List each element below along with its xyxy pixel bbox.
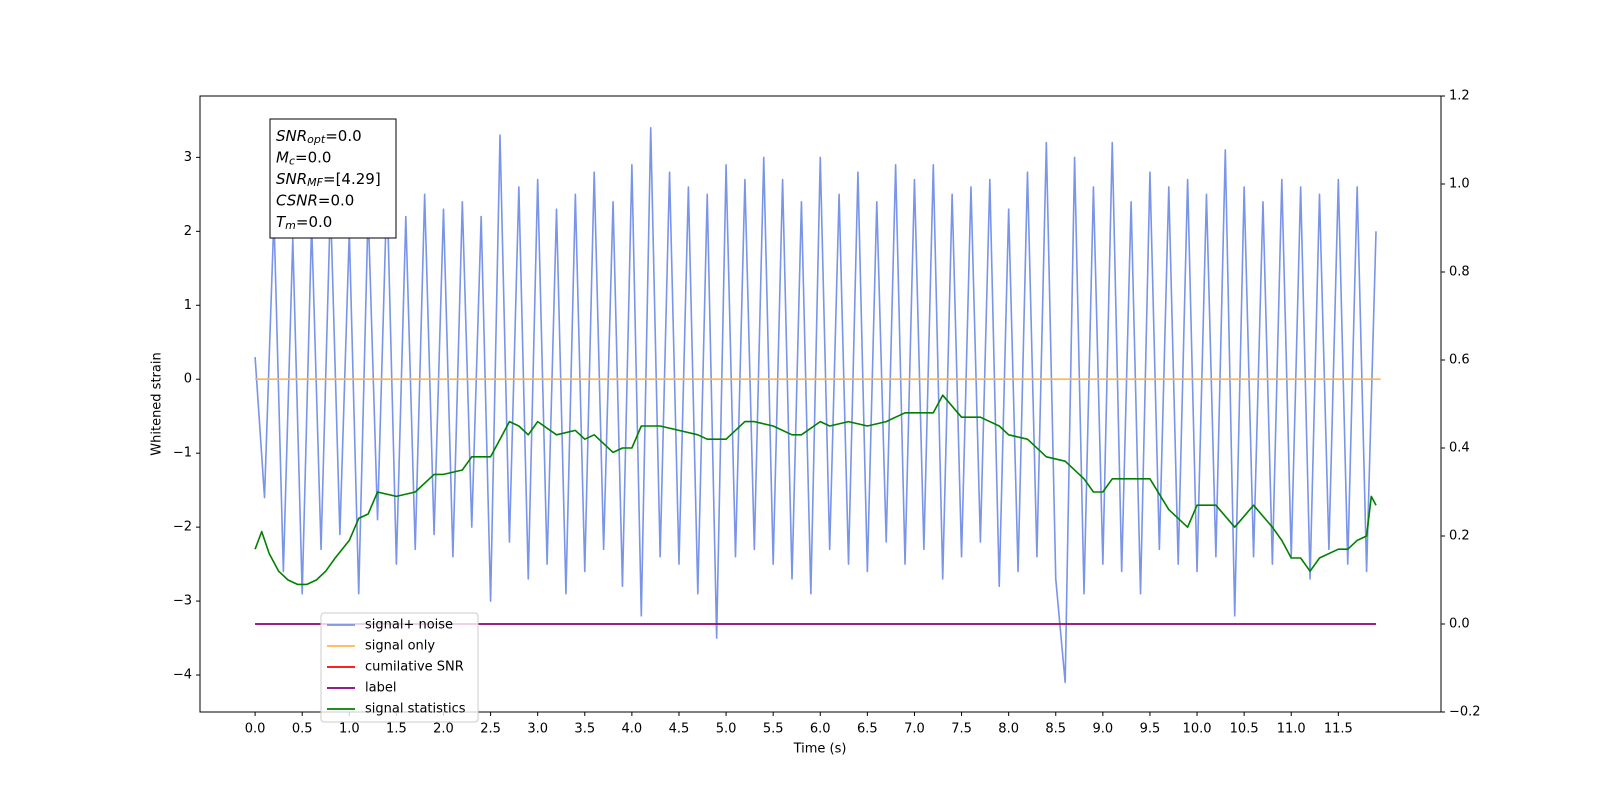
annotation-sub: m bbox=[285, 219, 296, 232]
x-tick-label: 11.0 bbox=[1277, 722, 1306, 737]
x-tick-label: 3.5 bbox=[574, 722, 595, 737]
annotation-main: M bbox=[276, 148, 289, 166]
x-axis-label: Time (s) bbox=[793, 742, 847, 757]
legend-label: label bbox=[365, 681, 396, 696]
x-tick-label: 10.5 bbox=[1230, 722, 1259, 737]
annotation-sub: MF bbox=[307, 176, 323, 189]
x-tick-label: 1.0 bbox=[339, 722, 360, 737]
y-tick-label: 2 bbox=[184, 224, 192, 239]
y2-tick-label: 1.2 bbox=[1449, 89, 1470, 104]
x-tick-label: 6.0 bbox=[810, 722, 831, 737]
y2-tick-label: 1.0 bbox=[1449, 177, 1470, 192]
x-tick-label: 10.0 bbox=[1183, 722, 1212, 737]
y-tick-label: −3 bbox=[173, 594, 192, 609]
x-tick-label: 9.0 bbox=[1093, 722, 1114, 737]
annotation-main: T bbox=[276, 213, 287, 231]
y-tick-label: −4 bbox=[173, 668, 192, 683]
plot-frame bbox=[199, 95, 1442, 713]
annotation-rest: =0.0 bbox=[296, 213, 332, 231]
y-tick-label: 3 bbox=[184, 150, 192, 165]
y-tick-label: 0 bbox=[184, 372, 192, 387]
y-tick-label: −1 bbox=[173, 446, 192, 461]
legend-label: signal statistics bbox=[365, 702, 466, 717]
x-tick-label: 2.5 bbox=[480, 722, 501, 737]
annotation-main: CSNR bbox=[276, 191, 318, 209]
legend-label: signal+ noise bbox=[365, 618, 453, 633]
annotation-sub: c bbox=[289, 155, 295, 168]
annotation-line: Mc=0.0 bbox=[276, 148, 331, 168]
x-tick-label: 2.0 bbox=[433, 722, 454, 737]
x-tick-label: 0.5 bbox=[292, 722, 313, 737]
legend-label: cumilative SNR bbox=[365, 660, 464, 675]
annotation-line: SNRopt=0.0 bbox=[276, 127, 362, 147]
annotation-rest: =0.0 bbox=[325, 127, 361, 145]
x-tick-label: 4.5 bbox=[669, 722, 690, 737]
y2-tick-label: 0.2 bbox=[1449, 529, 1470, 544]
x-tick-label: 7.5 bbox=[951, 722, 972, 737]
annotation-rest: =0.0 bbox=[318, 191, 354, 209]
y2-tick-label: 0.0 bbox=[1449, 617, 1470, 632]
series-line bbox=[254, 127, 1377, 684]
annotation-main: SNR bbox=[276, 170, 307, 188]
x-tick-label: 5.0 bbox=[716, 722, 737, 737]
annotation-box: SNRopt=0.0Mc=0.0SNRMF=[4.29]CSNR=0.0Tm=0… bbox=[269, 118, 397, 239]
y2-tick-label: 0.6 bbox=[1449, 353, 1470, 368]
x-tick-label: 6.5 bbox=[857, 722, 878, 737]
y-axis-label: Whitened strain bbox=[150, 352, 165, 455]
y-tick-label: −2 bbox=[173, 520, 192, 535]
annotation-frame bbox=[269, 118, 397, 239]
annotation-sub: opt bbox=[307, 133, 326, 146]
legend: signal+ noise signal only cumilative SNR la… bbox=[320, 612, 479, 723]
series-line bbox=[254, 394, 1377, 586]
legend-label: signal only bbox=[365, 639, 435, 654]
x-tick-label: 4.0 bbox=[622, 722, 643, 737]
x-tick-label: 3.0 bbox=[527, 722, 548, 737]
y-tick-label: 1 bbox=[184, 298, 192, 313]
x-tick-label: 8.0 bbox=[998, 722, 1019, 737]
annotation-rest: =0.0 bbox=[295, 148, 331, 166]
x-tick-label: 0.0 bbox=[245, 722, 266, 737]
annotation-line: CSNR=0.0 bbox=[276, 191, 354, 209]
y2-tick-label: 0.4 bbox=[1449, 441, 1470, 456]
x-tick-label: 11.5 bbox=[1324, 722, 1353, 737]
annotation-line: SNRMF=[4.29] bbox=[276, 170, 381, 190]
annotation-rest: =[4.29] bbox=[323, 170, 381, 188]
legend-frame bbox=[320, 612, 479, 723]
x-tick-label: 1.5 bbox=[386, 722, 407, 737]
x-tick-label: 8.5 bbox=[1045, 722, 1066, 737]
y2-tick-label: 0.8 bbox=[1449, 265, 1470, 280]
x-tick-label: 7.0 bbox=[904, 722, 925, 737]
annotation-line: Tm=0.0 bbox=[276, 213, 332, 233]
annotation-main: SNR bbox=[276, 127, 307, 145]
y2-tick-label: −0.2 bbox=[1449, 705, 1481, 720]
x-tick-label: 9.5 bbox=[1140, 722, 1161, 737]
x-tick-label: 5.5 bbox=[763, 722, 784, 737]
